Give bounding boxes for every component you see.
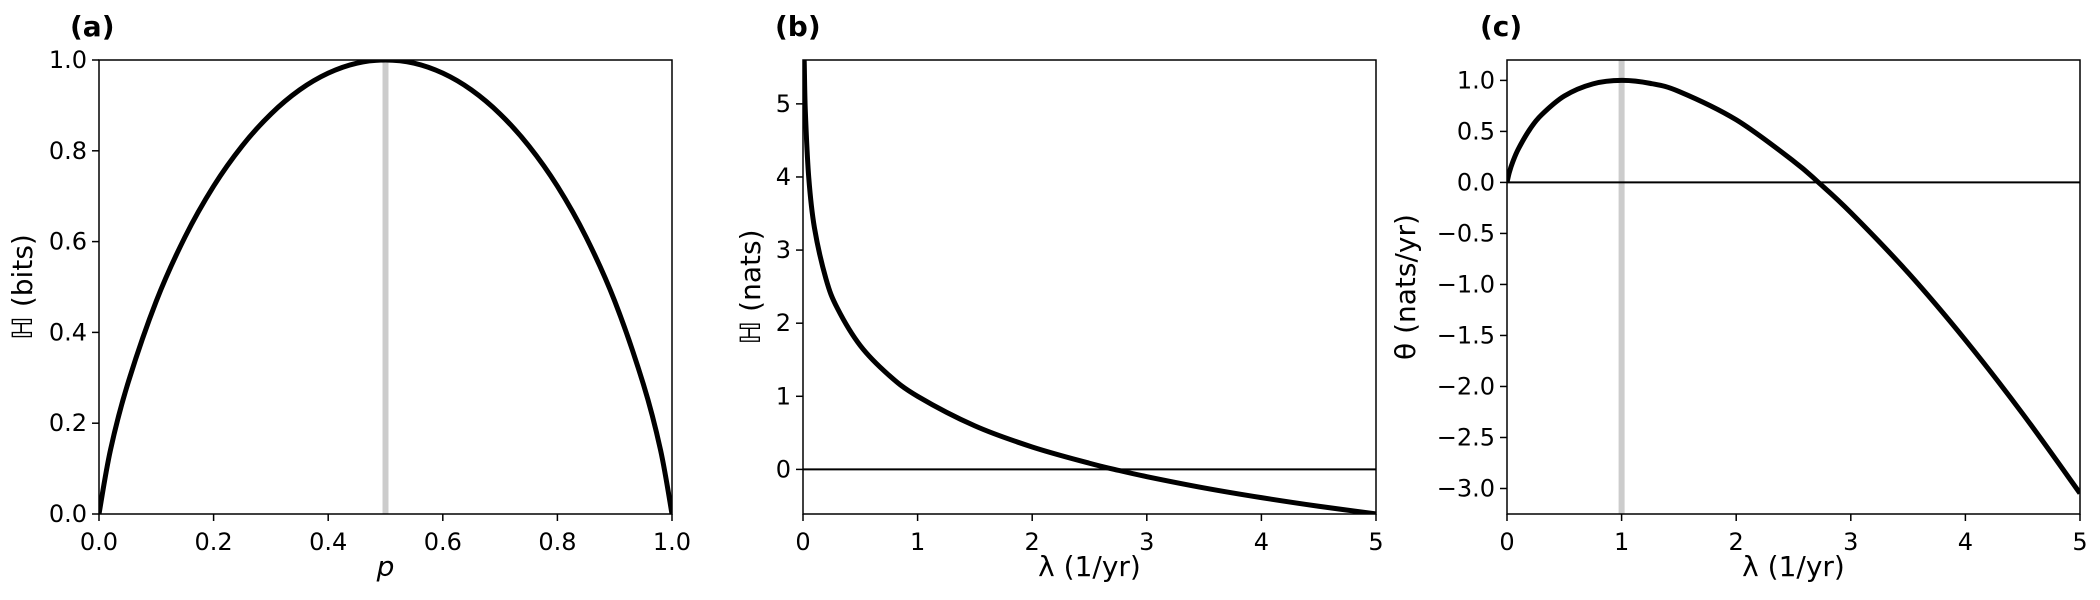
series-line <box>1507 77 2080 495</box>
panel-c: 0 1 2 3 4 5 1.0 0.5 0.0 −0.5 −1.0 −1.5 −2.0 −2.5 −3.0 (… <box>1389 10 2088 583</box>
plot-frame <box>802 59 1377 515</box>
y-tick-label: 1.0 <box>49 46 87 74</box>
plot-frame <box>1506 59 2081 515</box>
y-tick-label: 5 <box>776 90 791 118</box>
y-tick-label: 2 <box>776 309 791 337</box>
series-line <box>99 60 672 514</box>
x-axis-label: λ (1/yr) <box>1038 550 1141 583</box>
x-tick-label: 0 <box>795 528 810 556</box>
x-tick-label: 5 <box>1368 528 1383 556</box>
x-axis-label: λ (1/yr) <box>1742 550 1845 583</box>
x-tick-label: 5 <box>2072 528 2087 556</box>
x-tick-label: 0.2 <box>195 528 233 556</box>
y-tick-label: 1.0 <box>1457 66 1495 94</box>
panel-label: (a) <box>70 10 115 43</box>
y-tick-label: −2.0 <box>1437 372 1495 400</box>
panel-b: 0 1 2 3 4 5 0 1 2 3 4 5 (b) λ (1/yr) ℍ (nats) <box>734 10 1384 583</box>
y-tick-label: −2.5 <box>1437 423 1495 451</box>
x-tick-label: 3 <box>1843 528 1858 556</box>
y-tick-label: 0.4 <box>49 318 87 346</box>
y-tick-label: −1.0 <box>1437 270 1495 298</box>
x-tick-label: 0 <box>1499 528 1514 556</box>
x-tick-label: 1 <box>910 528 925 556</box>
y-tick-label: 0.0 <box>1457 168 1495 196</box>
y-tick-label: 0.2 <box>49 409 87 437</box>
panel-label: (b) <box>775 10 821 43</box>
x-axis-label: p <box>376 550 395 583</box>
x-tick-label: 2 <box>1025 528 1040 556</box>
x-tick-label: 0.0 <box>80 528 118 556</box>
y-tick-label: 4 <box>776 163 791 191</box>
y-axis-label: θ (nats/yr) <box>1389 214 1422 360</box>
x-tick-label: 2 <box>1729 528 1744 556</box>
series-line <box>803 60 1376 514</box>
y-axis-label: ℍ (nats) <box>734 229 767 344</box>
x-tick-label: 4 <box>1254 528 1269 556</box>
y-tick-label: −1.5 <box>1437 321 1495 349</box>
panel-a: 0.0 0.2 0.4 0.6 0.8 1.0 0.0 0.2 0.4 0.6 0.8 1.0 (a) p… <box>6 10 691 583</box>
y-tick-label: 0.0 <box>49 500 87 528</box>
y-tick-label: −3.0 <box>1437 474 1495 502</box>
x-tick-label: 1.0 <box>653 528 691 556</box>
y-tick-label: 0 <box>776 455 791 483</box>
x-tick-label: 0.8 <box>538 528 576 556</box>
y-tick-label: 1 <box>776 382 791 410</box>
x-tick-label: 4 <box>1958 528 1973 556</box>
x-tick-label: 0.4 <box>309 528 347 556</box>
x-tick-label: 3 <box>1139 528 1154 556</box>
x-tick-label: 0.6 <box>424 528 462 556</box>
y-tick-label: 3 <box>776 236 791 264</box>
y-tick-label: 0.5 <box>1457 117 1495 145</box>
y-tick-label: 0.8 <box>49 137 87 165</box>
panel-label: (c) <box>1480 10 1522 43</box>
y-axis-label: ℍ (bits) <box>6 234 39 340</box>
plot-frame <box>98 59 673 515</box>
y-tick-label: 0.6 <box>49 228 87 256</box>
x-tick-label: 1 <box>1614 528 1629 556</box>
y-tick-label: −0.5 <box>1437 219 1495 247</box>
